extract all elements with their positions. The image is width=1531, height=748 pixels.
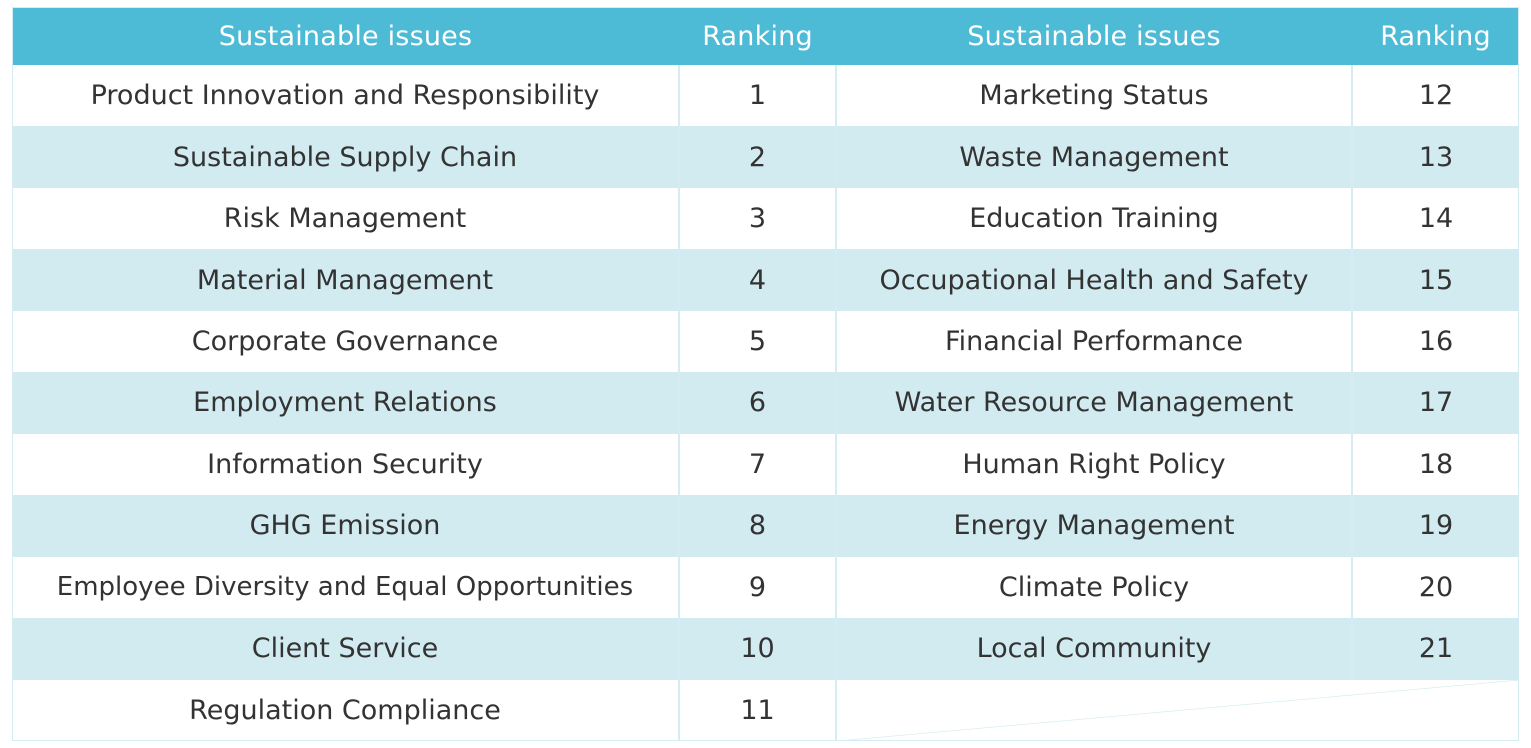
issue-cell: GHG Emission (12, 495, 680, 557)
rank-cell: 16 (1352, 310, 1519, 373)
rank-cell: 1 (679, 65, 837, 127)
issue-cell: Product Innovation and Responsibility (12, 65, 680, 127)
rank-cell: 9 (679, 556, 837, 619)
rank-cell: 12 (1352, 65, 1519, 127)
rank-cell: 13 (1352, 126, 1519, 188)
header-issues-left: Sustainable issues (12, 7, 679, 65)
rank-cell: 3 (679, 187, 837, 250)
table-row: Employee Diversity and Equal Opportuniti… (12, 556, 1519, 619)
table-row: Employment Relations 6 Water Resource Ma… (12, 372, 1519, 434)
issue-cell: Material Management (12, 249, 680, 311)
table-header-row: Sustainable issues Ranking Sustainable i… (12, 7, 1519, 65)
issue-cell: Marketing Status (836, 65, 1353, 127)
header-issues-right: Sustainable issues (836, 7, 1352, 65)
table-row: Risk Management 3 Education Training 14 (12, 187, 1519, 250)
rank-cell: 6 (679, 372, 837, 434)
issue-cell: Occupational Health and Safety (836, 249, 1353, 311)
rank-cell: 20 (1352, 556, 1519, 619)
empty-cell (836, 679, 1519, 741)
issue-cell: Water Resource Management (836, 372, 1353, 434)
table-row: Product Innovation and Responsibility 1 … (12, 65, 1519, 127)
rank-cell: 7 (679, 433, 837, 496)
table-row: Material Management 4 Occupational Healt… (12, 249, 1519, 311)
rank-cell: 5 (679, 310, 837, 373)
issue-cell: Information Security (12, 433, 680, 496)
table-row: Corporate Governance 5 Financial Perform… (12, 310, 1519, 373)
rank-cell: 18 (1352, 433, 1519, 496)
rank-cell: 19 (1352, 495, 1519, 557)
rank-cell: 2 (679, 126, 837, 188)
issue-cell: Sustainable Supply Chain (12, 126, 680, 188)
rank-cell: 21 (1352, 618, 1519, 680)
issue-cell: Regulation Compliance (12, 679, 680, 741)
table-row: GHG Emission 8 Energy Management 19 (12, 495, 1519, 557)
table-row: Client Service 10 Local Community 21 (12, 618, 1519, 680)
issue-cell: Education Training (836, 187, 1353, 250)
ranking-table-container: Sustainable issues Ranking Sustainable i… (12, 7, 1519, 741)
issue-cell: Energy Management (836, 495, 1353, 557)
issue-cell: Financial Performance (836, 310, 1353, 373)
rank-cell: 4 (679, 249, 837, 311)
table-row: Regulation Compliance 11 (12, 679, 1519, 741)
header-ranking-right: Ranking (1352, 7, 1519, 65)
issue-cell: Corporate Governance (12, 310, 680, 373)
issue-cell: Employee Diversity and Equal Opportuniti… (12, 556, 680, 619)
rank-cell: 10 (679, 618, 837, 680)
sustainable-issues-ranking-table: Sustainable issues Ranking Sustainable i… (12, 7, 1519, 741)
issue-cell: Employment Relations (12, 372, 680, 434)
rank-cell: 15 (1352, 249, 1519, 311)
table-row: Information Security 7 Human Right Polic… (12, 433, 1519, 496)
issue-cell: Risk Management (12, 187, 680, 250)
rank-cell: 14 (1352, 187, 1519, 250)
header-ranking-left: Ranking (679, 7, 836, 65)
rank-cell: 8 (679, 495, 837, 557)
table-row: Sustainable Supply Chain 2 Waste Managem… (12, 126, 1519, 188)
issue-cell: Local Community (836, 618, 1353, 680)
rank-cell: 11 (679, 679, 837, 741)
rank-cell: 17 (1352, 372, 1519, 434)
issue-cell: Waste Management (836, 126, 1353, 188)
issue-cell: Client Service (12, 618, 680, 680)
issue-cell: Climate Policy (836, 556, 1353, 619)
issue-cell: Human Right Policy (836, 433, 1353, 496)
